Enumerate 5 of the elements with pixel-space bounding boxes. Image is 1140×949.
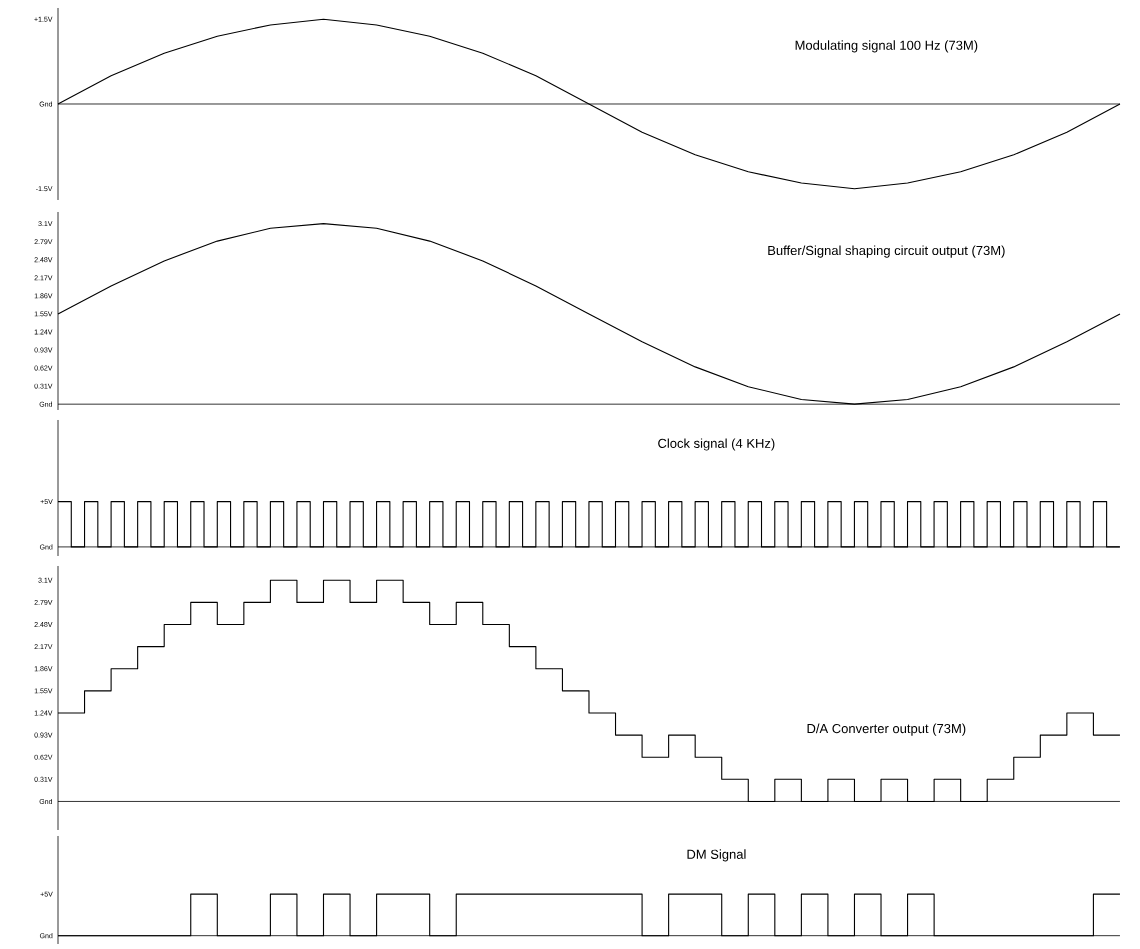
text: D/A Converter output (73M) [807,723,966,736]
text: Buffer/Signal shaping circuit output (73M) [768,245,1005,258]
chart-title: DM Signal [687,849,746,862]
chart-title: Clock signal (4 KHz) [658,438,775,451]
text: Modulating signal 100 Hz (73M) [795,40,978,53]
